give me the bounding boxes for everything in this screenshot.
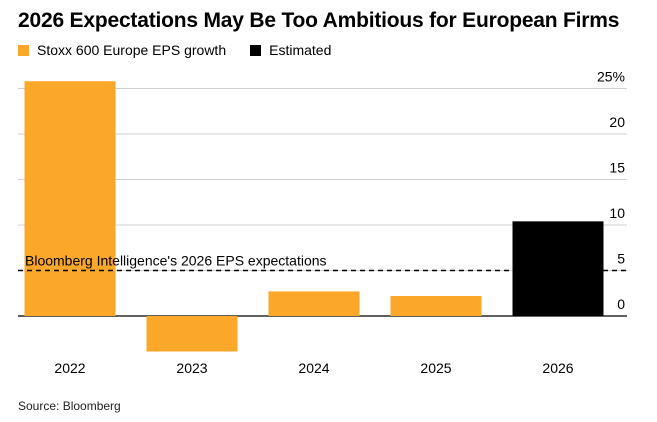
bar-2026 (512, 221, 604, 316)
y-tick-label: 25% (597, 69, 625, 85)
source-note: Source: Bloomberg (18, 399, 121, 413)
legend-item-eps-growth: Stoxx 600 Europe EPS growth (18, 42, 226, 58)
x-tick-label: 2022 (54, 360, 85, 376)
chart-title: 2026 Expectations May Be Too Ambitious f… (18, 9, 620, 32)
legend-label-estimated: Estimated (269, 42, 332, 58)
bar-2022 (24, 81, 116, 316)
x-tick-label: 2025 (420, 360, 451, 376)
y-tick-label: 10 (609, 205, 625, 221)
y-tick-label: 0 (617, 296, 625, 312)
y-tick-label: 20 (609, 114, 625, 130)
reference-line-label: Bloomberg Intelligence's 2026 EPS expect… (25, 253, 327, 269)
x-tick-label: 2024 (298, 360, 329, 376)
bar-2023 (146, 316, 238, 352)
x-tick-label: 2023 (176, 360, 207, 376)
legend-swatch-eps-growth (18, 44, 29, 56)
legend-label-eps-growth: Stoxx 600 Europe EPS growth (37, 42, 227, 58)
bar-2024 (268, 291, 360, 316)
bar-2025 (390, 295, 482, 316)
y-tick-label: 15 (609, 160, 625, 176)
legend-item-estimated: Estimated (250, 42, 331, 58)
x-tick-label: 2026 (542, 360, 573, 376)
legend-swatch-estimated (250, 44, 262, 56)
y-tick-label: 5 (617, 251, 625, 267)
legend: Stoxx 600 Europe EPS growth Estimated (18, 42, 355, 58)
